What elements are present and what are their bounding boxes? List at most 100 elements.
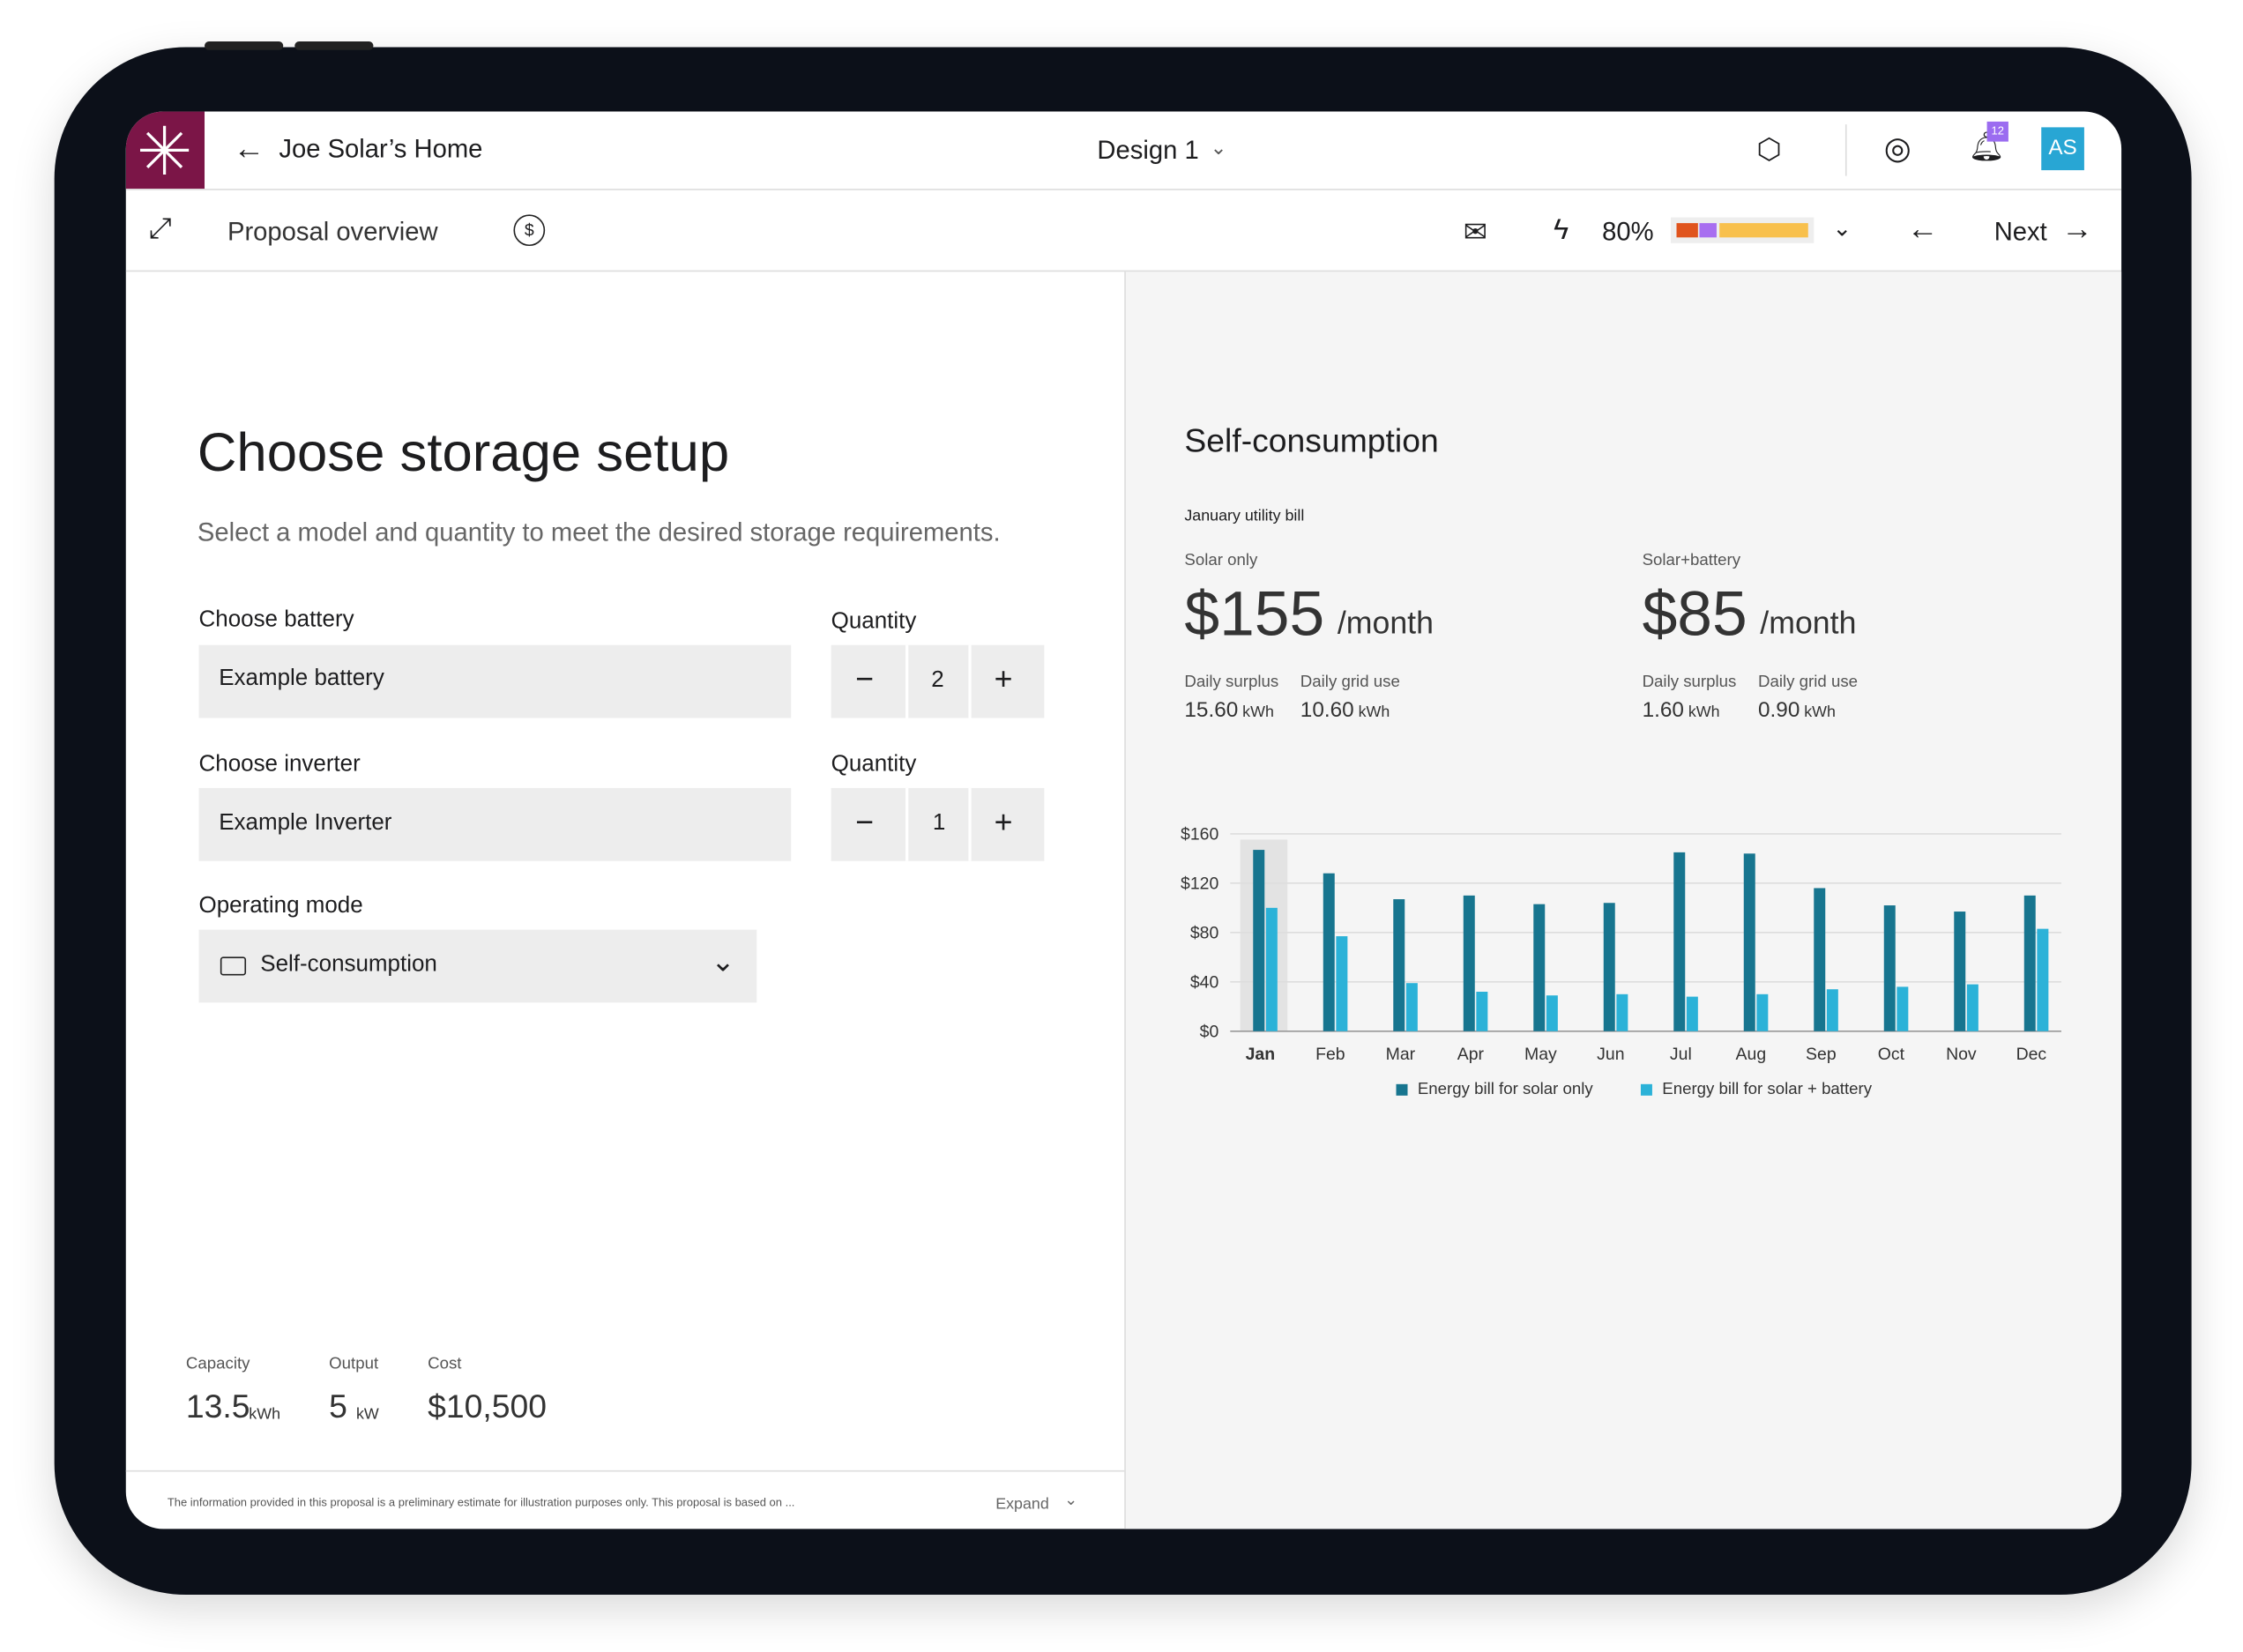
decrement-button[interactable]: − — [855, 661, 874, 698]
progress-segment — [1677, 223, 1698, 237]
stat-value: 10.60 — [1300, 698, 1354, 723]
cube-icon[interactable]: ⬡ — [1756, 131, 1781, 167]
bar — [1616, 994, 1628, 1031]
stat-label: Daily grid use — [1758, 673, 1858, 690]
bar — [1253, 850, 1264, 1031]
expand-button[interactable]: Expand — [995, 1496, 1049, 1513]
design-select[interactable]: Design 1 — [1097, 136, 1198, 166]
progress-segment — [1699, 223, 1716, 237]
device-button — [205, 41, 283, 50]
logo — [126, 112, 205, 190]
expand-icon[interactable]: ⤢ — [149, 213, 172, 246]
notification-badge: 12 — [1987, 122, 2008, 142]
x-tick-label: Sep — [1806, 1045, 1837, 1064]
bar — [1476, 992, 1487, 1031]
stepper-divider — [968, 788, 971, 861]
progress-chevron[interactable]: ⌄ — [1832, 214, 1852, 242]
legend-swatch — [1641, 1084, 1652, 1096]
summary-label: Output — [329, 1356, 378, 1373]
y-tick-label: $0 — [1200, 1022, 1219, 1041]
bar — [1393, 899, 1405, 1031]
stat-label: Daily surplus — [1643, 673, 1737, 690]
quantity-value: 2 — [931, 668, 943, 694]
expand-chevron: ⌄ — [1064, 1491, 1077, 1509]
summary-label: Cost — [428, 1356, 461, 1373]
bar — [1967, 985, 1978, 1031]
project-name: Joe Solar’s Home — [279, 135, 482, 165]
stepper-divider — [968, 645, 971, 718]
y-tick-label: $120 — [1181, 874, 1218, 893]
form-title: Choose storage setup — [197, 423, 729, 485]
increment-button[interactable]: + — [995, 661, 1013, 698]
bar — [1546, 995, 1558, 1031]
bar — [1744, 853, 1755, 1031]
field-label: Operating mode — [199, 894, 363, 919]
quantity-value: 1 — [933, 811, 945, 837]
bill-label: Solar only — [1184, 552, 1257, 569]
help-icon[interactable]: ◎ — [1884, 130, 1911, 167]
stat-unit: kWh — [1359, 703, 1390, 720]
stat-value: 1.60 — [1643, 698, 1684, 723]
form-subtitle: Select a model and quantity to meet the … — [197, 517, 1001, 547]
y-tick-label: $80 — [1190, 923, 1219, 942]
view-select[interactable]: Proposal overview — [227, 218, 438, 248]
stat-label: Daily surplus — [1184, 673, 1278, 690]
mode-chevron: ⌄ — [711, 944, 734, 980]
x-tick-label: Dec — [2016, 1045, 2047, 1064]
stat-unit: kWh — [1804, 703, 1836, 720]
x-tick-label: Jun — [1597, 1045, 1624, 1064]
stat-unit: kWh — [1688, 703, 1720, 720]
legend-label: Energy bill for solar + battery — [1662, 1079, 1872, 1098]
bar — [1756, 994, 1768, 1031]
logo-icon — [126, 112, 205, 190]
avatar[interactable]: AS — [2041, 127, 2084, 170]
footer-divider — [126, 1470, 1124, 1472]
field-label: Quantity — [831, 609, 917, 635]
inverter-value: Example Inverter — [219, 811, 391, 837]
back-icon[interactable]: ← — [233, 130, 265, 167]
device-button — [294, 41, 373, 50]
summary-value: 13.5 — [186, 1388, 250, 1426]
bar — [1896, 986, 1908, 1031]
dollar-icon[interactable]: $ — [513, 214, 545, 246]
x-tick-label: May — [1524, 1045, 1557, 1064]
x-tick-label: Feb — [1315, 1045, 1345, 1064]
bill-label: Solar+battery — [1643, 552, 1741, 569]
stepper-divider — [905, 645, 908, 718]
bill-period: /month — [1760, 605, 1856, 642]
field-label: Choose battery — [199, 608, 354, 634]
bolt-icon: ϟ — [1554, 214, 1569, 247]
summary-unit: kWh — [249, 1406, 280, 1423]
header-divider — [1845, 124, 1847, 175]
mode-value: Self-consumption — [260, 953, 437, 979]
progress-label: 80% — [1602, 218, 1653, 248]
bill-period: /month — [1338, 605, 1434, 642]
next-arrow[interactable]: → — [2061, 211, 2093, 248]
increment-button[interactable]: + — [995, 804, 1013, 841]
disclaimer: The information provided in this proposa… — [168, 1496, 795, 1509]
x-tick-label: Aug — [1736, 1045, 1767, 1064]
bar — [1954, 912, 1965, 1031]
stat-label: Daily grid use — [1300, 673, 1400, 690]
prev-button[interactable]: ← — [1907, 211, 1939, 248]
x-tick-label: Mar — [1386, 1045, 1416, 1064]
next-button[interactable]: Next — [1994, 218, 2047, 248]
field-label: Choose inverter — [199, 752, 361, 778]
bar — [1266, 908, 1278, 1031]
mail-icon[interactable]: ✉ — [1464, 214, 1487, 250]
bar — [1464, 896, 1475, 1031]
stat-value: 0.90 — [1758, 698, 1800, 723]
bill-amount: $85 — [1643, 579, 1747, 651]
progress-segment — [1719, 223, 1808, 237]
battery-value: Example battery — [219, 666, 384, 692]
panel-title: Self-consumption — [1184, 422, 1438, 461]
decrement-button[interactable]: − — [855, 804, 874, 841]
stat-unit: kWh — [1242, 703, 1274, 720]
chart: $0$40$80$120$160JanFebMarAprMayJunJulAug… — [1144, 801, 2117, 1116]
bar — [2024, 896, 2036, 1031]
legend-label: Energy bill for solar only — [1418, 1079, 1594, 1098]
bar — [1406, 983, 1418, 1031]
bill-amount: $155 — [1184, 579, 1324, 651]
